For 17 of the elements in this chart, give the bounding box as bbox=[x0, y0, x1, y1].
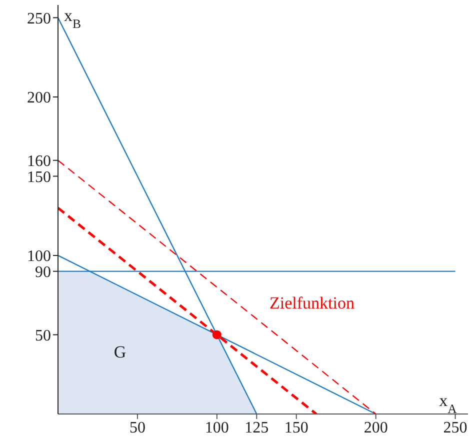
y-tick-label: 200 bbox=[27, 90, 51, 107]
y-tick-label: 250 bbox=[27, 10, 51, 28]
y-axis-title: x$_{B}$ bbox=[64, 6, 82, 31]
x-tick-label: 250 bbox=[443, 419, 468, 436]
x-axis-title: x$_{A}$ bbox=[439, 391, 458, 416]
x-tick-label: 50 bbox=[129, 419, 146, 436]
annotation: Zielfunktion bbox=[270, 294, 354, 312]
y-tick-label: 150 bbox=[27, 168, 51, 186]
y-tick-label: 160 bbox=[27, 153, 51, 170]
x-tick-label: 150 bbox=[284, 419, 308, 436]
y-tick-label: 50 bbox=[35, 327, 51, 344]
x-tick-label: 200 bbox=[364, 419, 388, 436]
y-tick-label: 100 bbox=[27, 248, 51, 266]
y-tick-label: 90 bbox=[35, 264, 51, 282]
x-tick-label: 125 bbox=[244, 419, 269, 436]
x-tick-label: 100 bbox=[204, 419, 229, 436]
annotation: G bbox=[114, 342, 126, 362]
